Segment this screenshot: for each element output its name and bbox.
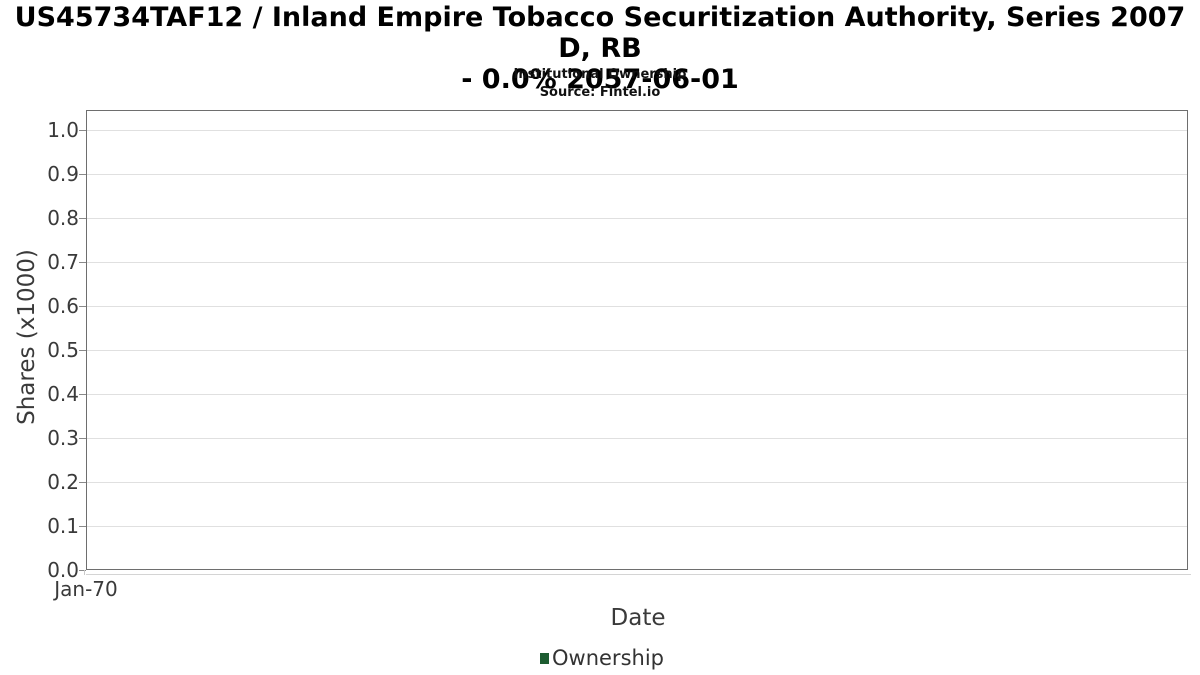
y-tick-mark-0.1 xyxy=(79,526,86,527)
y-tick-mark-0.0 xyxy=(79,570,86,571)
chart-source-credit: Source: Fintel.io xyxy=(539,85,661,100)
gridline-y-1.0 xyxy=(87,130,1187,131)
gridline-y-0.2 xyxy=(87,482,1187,483)
gridline-y-0.3 xyxy=(87,438,1187,439)
y-tick-mark-0.3 xyxy=(79,438,86,439)
gridline-y-0.6 xyxy=(87,306,1187,307)
y-tick-mark-0.2 xyxy=(79,482,86,483)
y-axis-title: Shares (x1000) xyxy=(14,249,40,425)
x-tick-label: Jan-70 xyxy=(54,577,118,601)
y-tick-label-0.8: 0.8 xyxy=(47,206,79,230)
y-tick-label-0.7: 0.7 xyxy=(47,250,79,274)
gridline-y-0.1 xyxy=(87,526,1187,527)
y-tick-label-0.3: 0.3 xyxy=(47,426,79,450)
chart-subtitle: Institutional Ownership xyxy=(513,67,687,82)
gridline-y-0.9 xyxy=(87,174,1187,175)
y-tick-mark-0.9 xyxy=(79,174,86,175)
x-axis-title: Date xyxy=(610,605,666,631)
y-tick-mark-0.8 xyxy=(79,218,86,219)
y-tick-mark-0.6 xyxy=(79,306,86,307)
chart-title-line1: US45734TAF12 / Inland Empire Tobacco Sec… xyxy=(14,2,1186,64)
gridline-y-0.4 xyxy=(87,394,1187,395)
y-tick-label-0.4: 0.4 xyxy=(47,382,79,406)
legend: Ownership xyxy=(540,646,664,670)
y-tick-mark-0.5 xyxy=(79,350,86,351)
legend-label: Ownership xyxy=(552,646,664,670)
legend-marker-icon xyxy=(540,652,549,664)
gridline-y-0.8 xyxy=(87,218,1187,219)
legend-item-ownership[interactable]: Ownership xyxy=(540,646,664,670)
chart-title-line2: - 0.0% 2057-06-01 xyxy=(461,64,739,95)
gridline-y-0.5 xyxy=(87,350,1187,351)
y-tick-mark-0.4 xyxy=(79,394,86,395)
y-tick-label-0.2: 0.2 xyxy=(47,470,79,494)
x-axis-baseline xyxy=(86,574,1191,575)
y-tick-mark-0.7 xyxy=(79,262,86,263)
y-tick-label-0.6: 0.6 xyxy=(47,294,79,318)
plot-area xyxy=(86,110,1188,570)
y-tick-label-0.9: 0.9 xyxy=(47,162,79,186)
y-tick-label-0.1: 0.1 xyxy=(47,514,79,538)
x-tick-mark xyxy=(84,570,85,575)
gridline-y-0.7 xyxy=(87,262,1187,263)
y-tick-label-0.5: 0.5 xyxy=(47,338,79,362)
y-tick-mark-1.0 xyxy=(79,130,86,131)
y-tick-label-1.0: 1.0 xyxy=(47,118,79,142)
y-tick-label-0.0: 0.0 xyxy=(47,558,79,582)
chart-title: US45734TAF12 / Inland Empire Tobacco Sec… xyxy=(0,2,1200,95)
